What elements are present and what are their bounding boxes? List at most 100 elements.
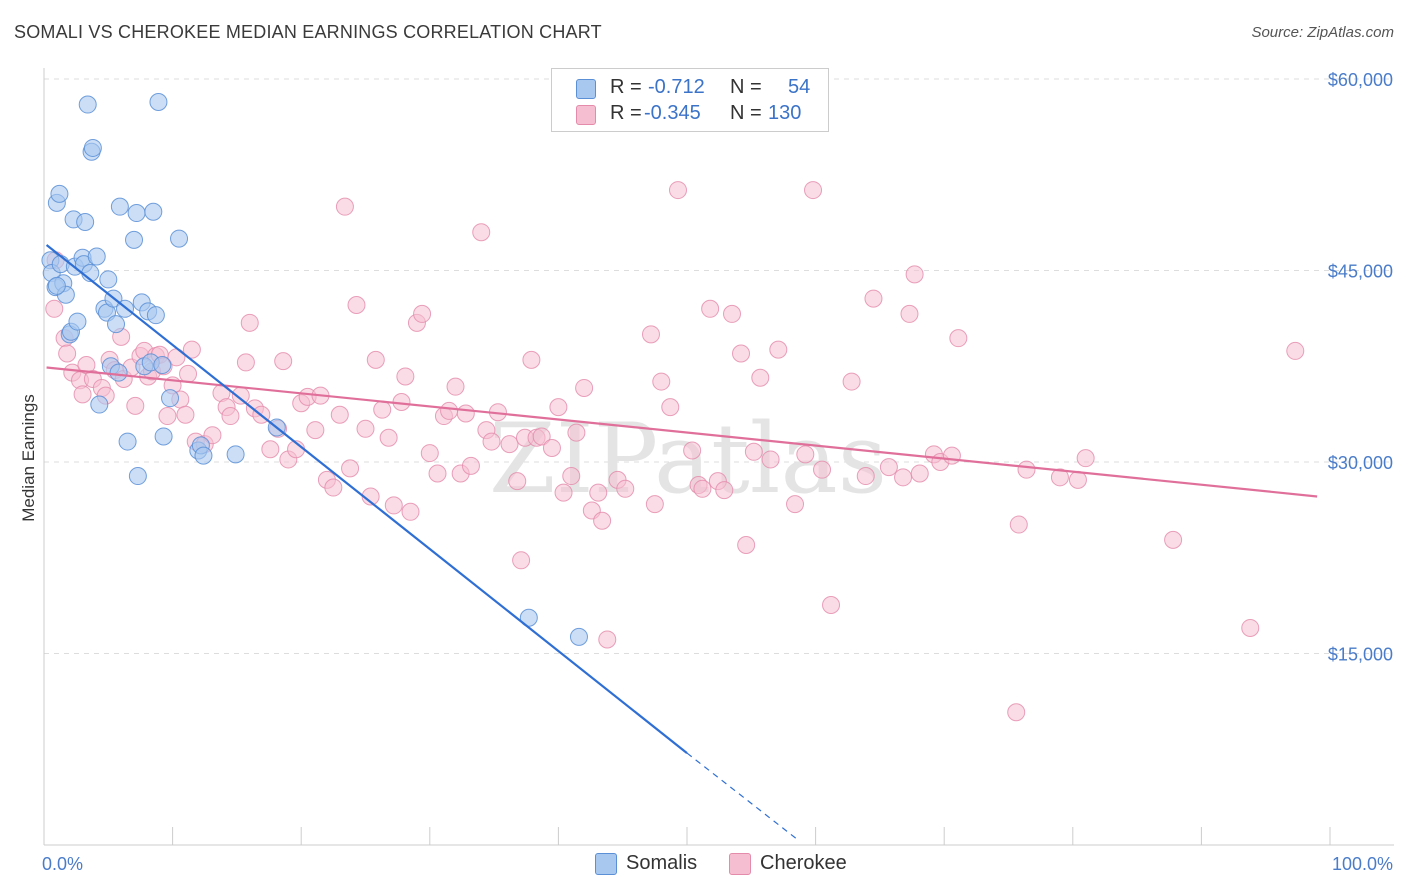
cherokee-point (769, 340, 788, 359)
cherokee-point (804, 181, 823, 200)
cherokee-point (446, 377, 465, 396)
cherokee-point (522, 350, 541, 369)
cherokee-point (751, 368, 770, 387)
cherokee-point (842, 372, 861, 391)
somali-point (87, 247, 106, 266)
somali-point (68, 312, 87, 331)
cherokee-point (822, 595, 841, 614)
cherokee-point (652, 372, 671, 391)
cherokee-point (306, 421, 325, 440)
cherokee-point (500, 435, 519, 454)
cherokee-point (396, 367, 415, 386)
cherokee-point (261, 440, 280, 459)
cherokee-point (562, 467, 581, 486)
y-tick-label: $30,000 (1328, 453, 1393, 473)
cherokee-point (683, 441, 702, 460)
cherokee-point (737, 535, 756, 554)
cherokee-legend-swatch (729, 853, 751, 875)
cherokee-point (575, 378, 594, 397)
cherokee-point (732, 344, 751, 363)
somali-n-value: 54 (788, 76, 811, 98)
cherokee-n-value: 130 (768, 102, 802, 124)
cherokee-point (900, 304, 919, 323)
cherokee-point (942, 446, 961, 465)
somali-point (50, 184, 69, 203)
watermark: ZIPatlas (489, 403, 887, 515)
somali-point (76, 212, 95, 231)
cherokee-point (532, 427, 551, 446)
cherokee-point (1164, 530, 1183, 549)
cherokee-swatch (576, 105, 596, 125)
cherokee-point (589, 483, 608, 502)
somali-point (99, 270, 118, 289)
cherokee-legend-label: Cherokee (760, 852, 847, 874)
somali-trend-extension (686, 752, 797, 840)
cherokee-point (456, 404, 475, 423)
cherokee-point (512, 551, 531, 570)
cherokee-point (176, 405, 195, 424)
cherokee-point (341, 459, 360, 478)
cherokee-point (661, 398, 680, 417)
trend-lines (45, 244, 1318, 840)
y-tick-label: $15,000 (1328, 645, 1393, 665)
cherokee-point (240, 313, 259, 332)
cherokee-point (593, 511, 612, 530)
axes (43, 68, 1394, 846)
somali-point (125, 230, 144, 249)
cherokee-point (182, 340, 201, 359)
somali-point (47, 276, 66, 295)
cherokee-point (356, 419, 375, 438)
cherokee-n-label: N = (730, 102, 762, 124)
cherokee-point (221, 407, 240, 426)
cherokee-point (508, 472, 527, 491)
cherokee-r-label: R = (610, 102, 642, 124)
cherokee-point (347, 295, 366, 314)
cherokee-point (158, 407, 177, 426)
cherokee-point (894, 468, 913, 487)
somali-point (170, 229, 189, 248)
cherokee-point (796, 445, 815, 464)
somali-point (107, 315, 126, 334)
somali-point (149, 92, 168, 111)
source-label: Source: ZipAtlas.com (1251, 24, 1394, 41)
cherokee-point (641, 325, 660, 344)
cherokee-point (179, 364, 198, 383)
cherokee-point (1068, 470, 1087, 489)
somali-trend-line (45, 244, 688, 754)
cherokee-point (715, 481, 734, 500)
chart-title: SOMALI VS CHEROKEE MEDIAN EARNINGS CORRE… (14, 22, 602, 42)
somali-point (154, 427, 173, 446)
somali-point (161, 389, 180, 408)
cherokee-point (236, 353, 255, 372)
cherokee-point (324, 478, 343, 497)
cherokee-point (401, 502, 420, 521)
y-tick-label: $60,000 (1328, 70, 1393, 90)
somali-point (153, 355, 172, 374)
somalis-swatch (595, 853, 617, 875)
cherokee-point (428, 464, 447, 483)
cherokee-point (554, 483, 573, 502)
tick-labels: $15,000 $30,000 $45,000 $60,000 0.0% 100.0% (42, 70, 1393, 874)
cherokee-point (1286, 341, 1305, 360)
cherokee-point (373, 400, 392, 419)
cherokee-point (413, 304, 432, 323)
cherokee-point (864, 289, 883, 308)
cherokee-point (73, 385, 92, 404)
legend: R = -0.712 N = 54 R = -0.345 N = 130 (551, 68, 829, 132)
cherokee-point (549, 398, 568, 417)
cherokee-point (910, 464, 929, 483)
cherokee-point (440, 401, 459, 420)
somali-points (41, 92, 588, 646)
cherokee-point (330, 405, 349, 424)
cherokee-point (379, 428, 398, 447)
somali-swatch (576, 79, 596, 99)
cherokee-point (472, 223, 491, 242)
cherokee-point (813, 460, 832, 479)
somali-point (109, 363, 128, 382)
somali-point (110, 197, 129, 216)
somali-r-value: -0.712 (648, 76, 705, 98)
grid-lines (44, 78, 1394, 654)
y-axis-label: Median Earnings (19, 394, 38, 522)
cherokee-point (616, 479, 635, 498)
